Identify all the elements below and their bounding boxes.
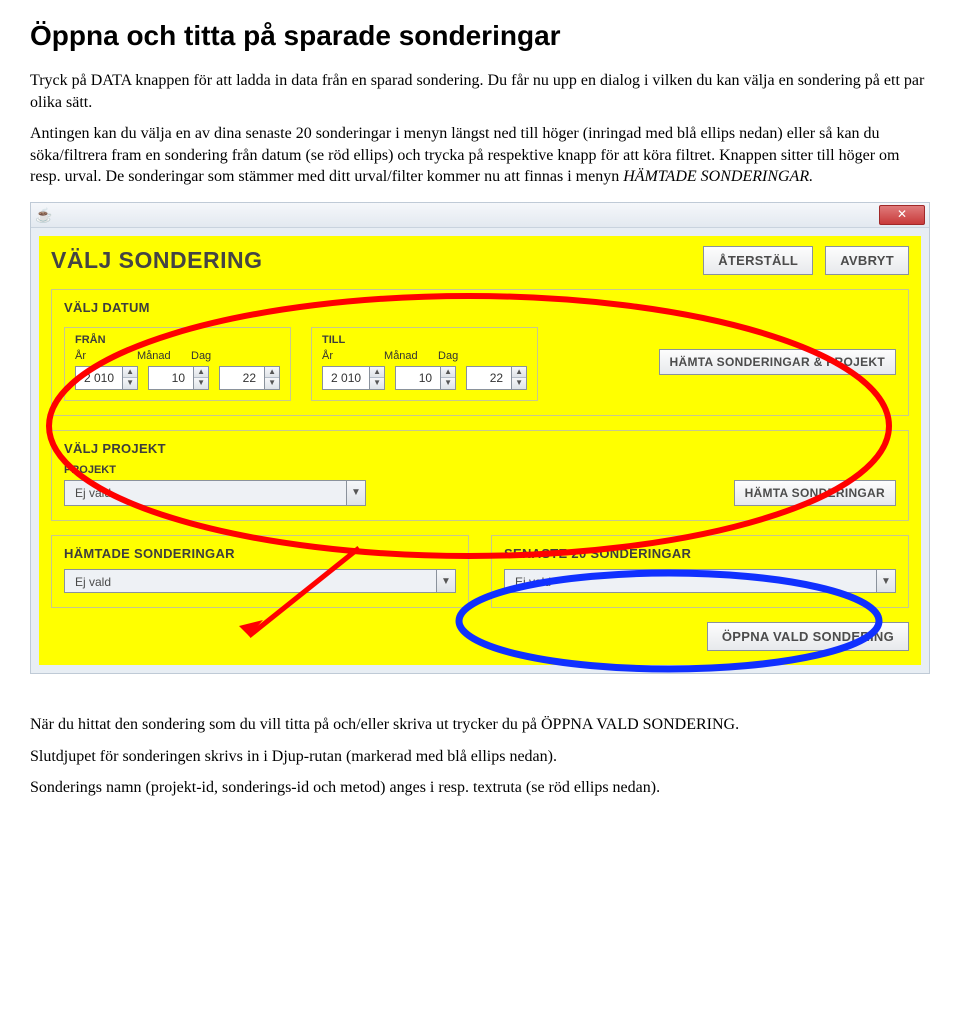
cancel-button[interactable]: AVBRYT [825,246,909,275]
to-label: TILL [322,334,527,346]
col-month-2: Månad [384,350,424,362]
from-year-spinner[interactable]: 2 010▲▼ [75,366,138,390]
fetched-dropdown-value: Ej vald [65,570,436,592]
page-title: Öppna och titta på sparade sonderingar [30,20,930,52]
intro-2-emph: HÄMTADE SONDERINGAR. [623,168,813,185]
dialog-window: ☕ ✕ VÄLJ SONDERING ÅTERSTÄLL AVBRYT VÄLJ… [30,202,930,674]
recent-dropdown[interactable]: Ej vald ▼ [504,569,896,593]
after-paragraph-3: Sonderings namn (projekt-id, sonderings-… [30,777,930,799]
group-date-title: VÄLJ DATUM [64,300,896,315]
project-dropdown[interactable]: Ej vald ▼ [64,480,366,506]
group-fetched: HÄMTADE SONDERINGAR Ej vald ▼ [51,535,469,608]
open-button[interactable]: ÖPPNA VALD SONDERING [707,622,909,651]
from-subgroup: FRÅN År Månad Dag 2 010▲▼ 10▲▼ 22▲▼ [64,327,291,401]
dialog-title: VÄLJ SONDERING [51,247,262,274]
close-button[interactable]: ✕ [879,205,925,225]
after-paragraph-2: Slutdjupet för sonderingen skrivs in i D… [30,746,930,768]
to-month-spinner[interactable]: 10▲▼ [395,366,456,390]
project-label: PROJEKT [64,464,896,476]
after-paragraph-1: När du hittat den sondering som du vill … [30,714,930,736]
chevron-down-icon: ▼ [436,570,455,592]
from-day-spinner[interactable]: 22▲▼ [219,366,280,390]
col-month: Månad [137,350,177,362]
title-bar: ☕ ✕ [31,203,929,228]
group-recent-title: SENASTE 20 SONDERINGAR [504,546,896,561]
to-subgroup: TILL År Månad Dag 2 010▲▼ 10▲▼ 22▲▼ [311,327,538,401]
fetch-project-button[interactable]: HÄMTA SONDERINGAR [734,480,896,506]
dialog-panel: VÄLJ SONDERING ÅTERSTÄLL AVBRYT VÄLJ DAT… [39,236,921,665]
recent-dropdown-value: Ej vald [505,570,876,592]
intro-paragraph-2: Antingen kan du välja en av dina senaste… [30,123,930,188]
to-day-spinner[interactable]: 22▲▼ [466,366,527,390]
from-month-spinner[interactable]: 10▲▼ [148,366,209,390]
to-year-spinner[interactable]: 2 010▲▼ [322,366,385,390]
intro-paragraph-1: Tryck på DATA knappen för att ladda in d… [30,70,930,113]
group-project-title: VÄLJ PROJEKT [64,441,896,456]
col-day-2: Dag [438,350,472,362]
fetched-dropdown[interactable]: Ej vald ▼ [64,569,456,593]
col-day: Dag [191,350,225,362]
java-icon: ☕ [35,207,51,223]
col-year: År [75,350,123,362]
group-fetched-title: HÄMTADE SONDERINGAR [64,546,456,561]
chevron-down-icon: ▼ [876,570,895,592]
reset-button[interactable]: ÅTERSTÄLL [703,246,813,275]
group-project: VÄLJ PROJEKT PROJEKT Ej vald ▼ HÄMTA SON… [51,430,909,521]
fetch-date-button[interactable]: HÄMTA SONDERINGAR & PROJEKT [659,349,896,375]
group-date: VÄLJ DATUM FRÅN År Månad Dag 2 010▲▼ 10▲… [51,289,909,416]
group-recent: SENASTE 20 SONDERINGAR Ej vald ▼ [491,535,909,608]
col-year-2: År [322,350,370,362]
chevron-down-icon: ▼ [346,481,365,505]
project-dropdown-value: Ej vald [65,481,346,505]
from-label: FRÅN [75,334,280,346]
